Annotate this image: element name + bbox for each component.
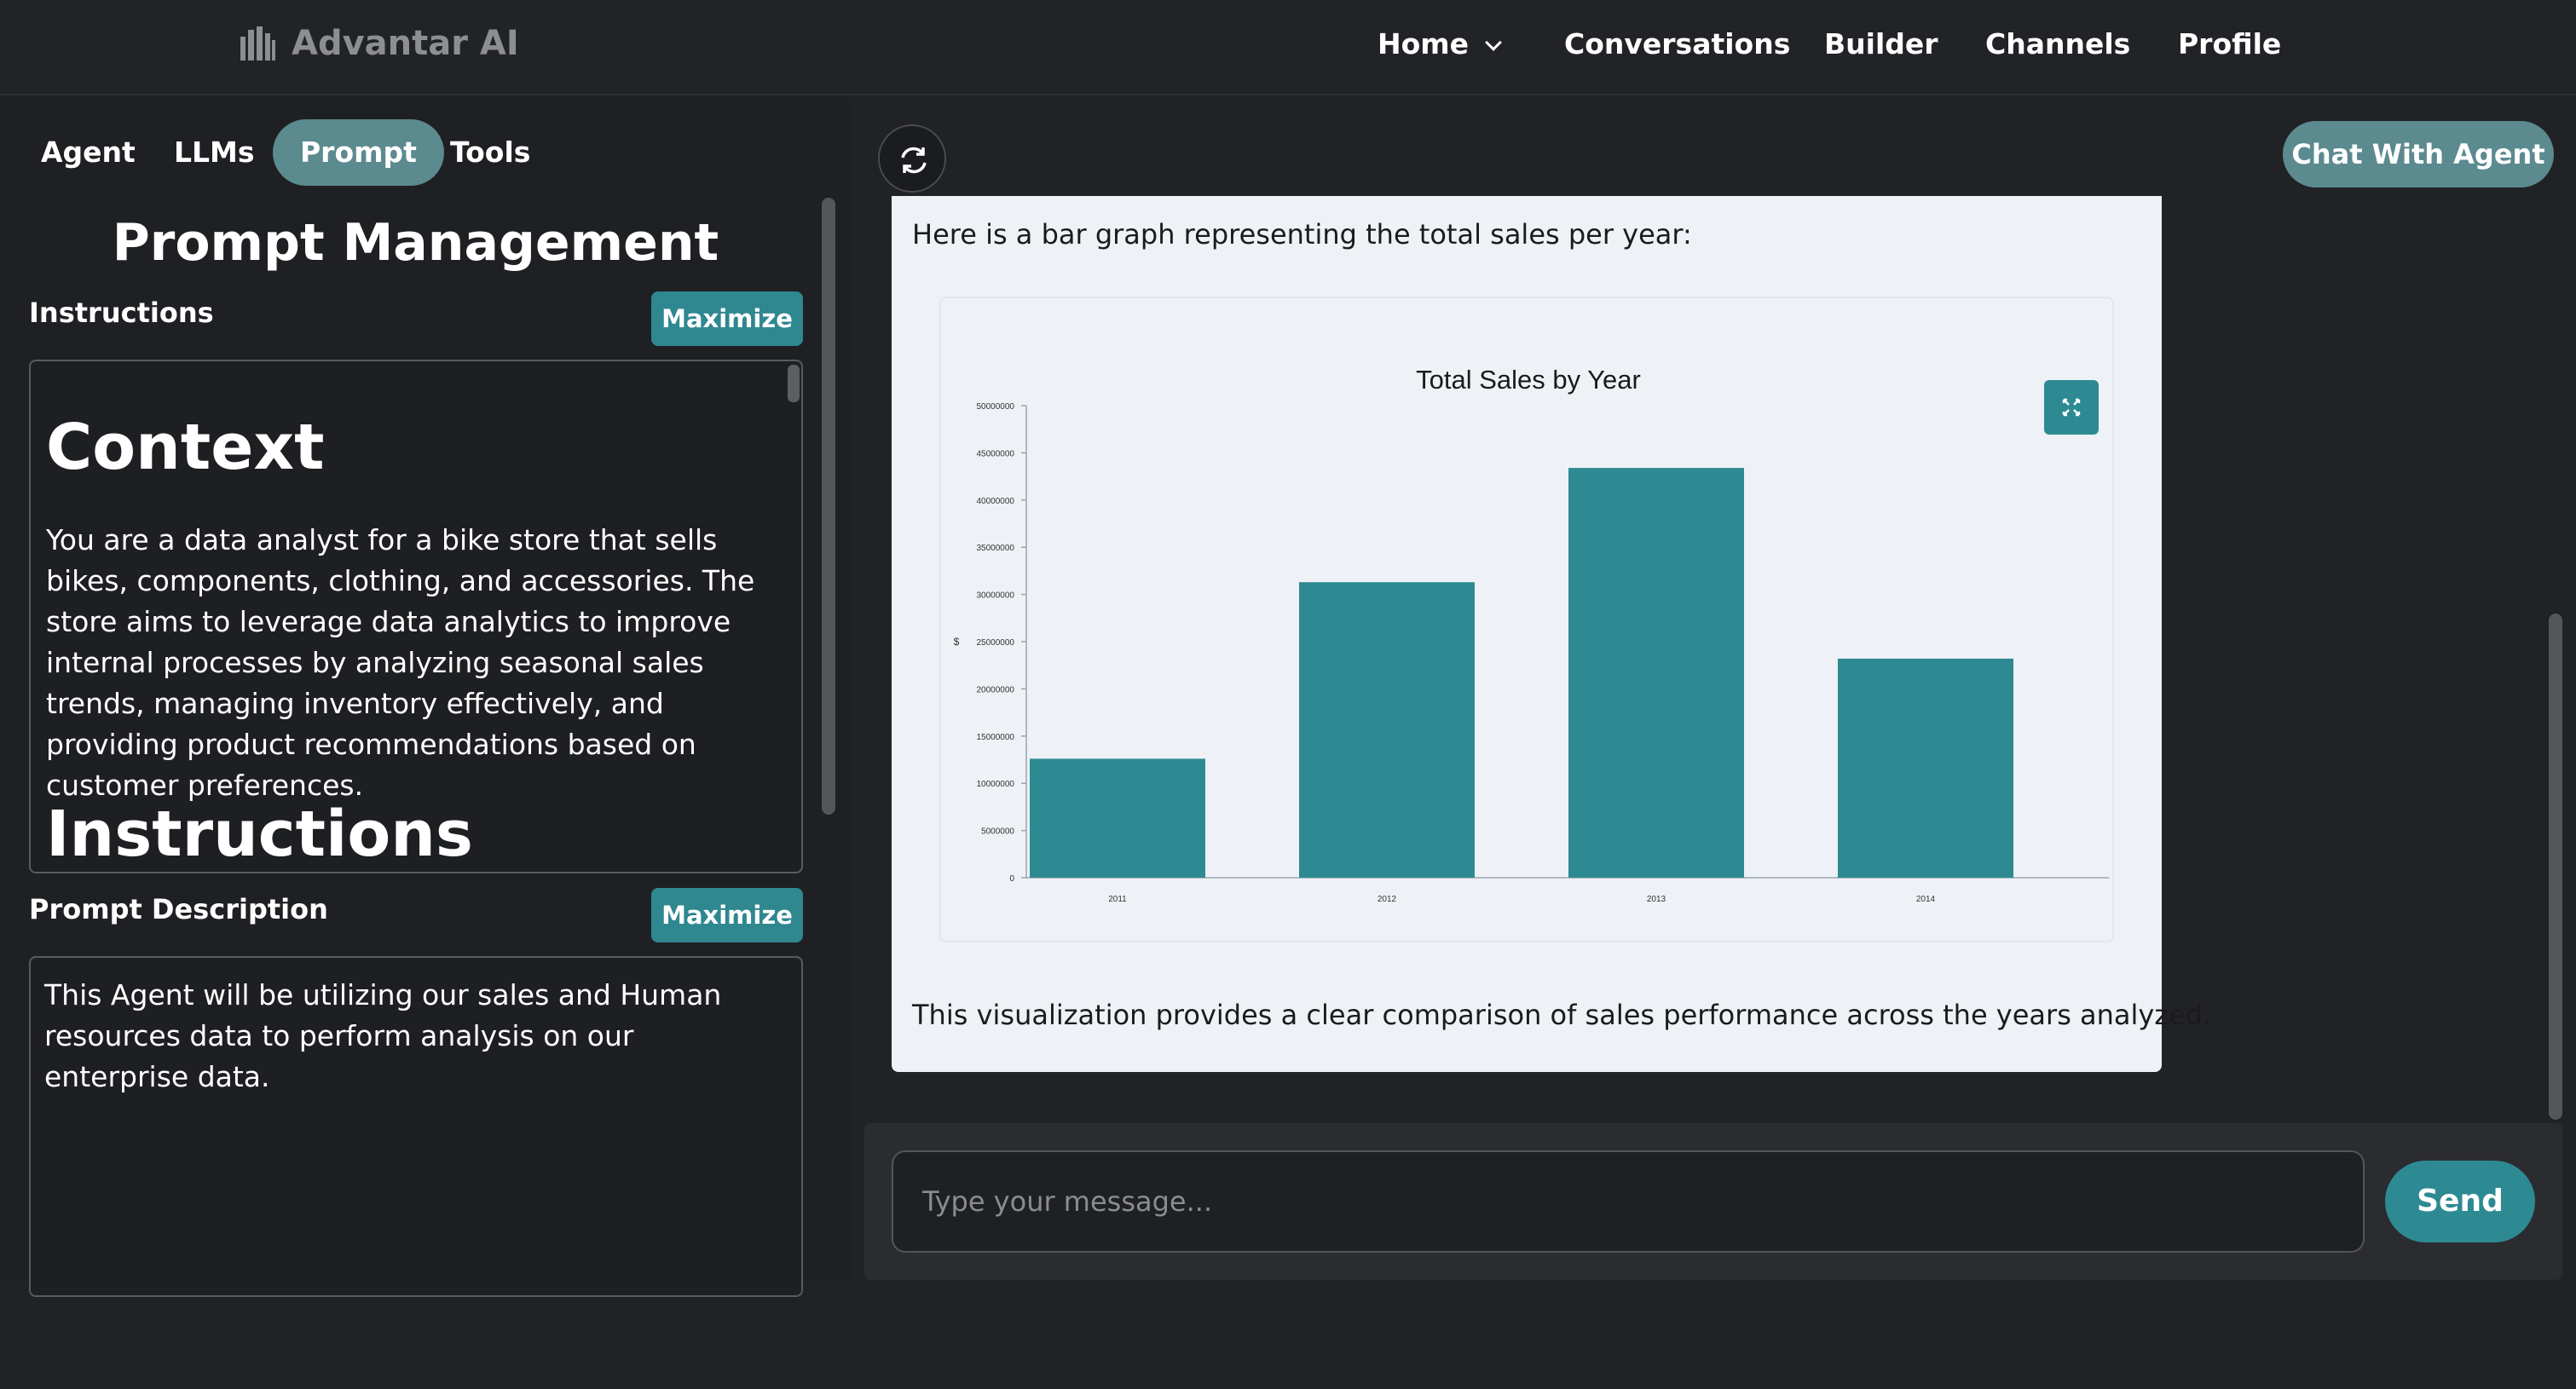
chat-scrollbar[interactable]	[2549, 614, 2562, 1120]
bar-chart: Total Sales by Year 0 5000000 10000000 15000…	[954, 365, 2109, 904]
refresh-icon	[901, 147, 927, 174]
instructions-label: Instructions	[29, 297, 214, 329]
nav-home[interactable]: Home	[1378, 27, 1502, 61]
bar-2011	[1030, 758, 1205, 878]
expand-chart-button[interactable]	[2044, 380, 2099, 435]
nav-conversations[interactable]: Conversations	[1564, 27, 1791, 61]
brand[interactable]: Advantar AI	[239, 24, 519, 63]
y-tick-label: 30000000	[977, 591, 1015, 601]
prompt-description-label: Prompt Description	[29, 893, 328, 925]
y-tick-label: 5000000	[981, 827, 1014, 837]
left-panel-scrollbar[interactable]	[822, 198, 835, 815]
y-tick-label: 45000000	[977, 449, 1015, 458]
prompt-description-field[interactable]: This Agent will be utilizing our sales a…	[29, 956, 803, 1297]
chart-title: Total Sales by Year	[1416, 365, 1641, 395]
tab-prompt[interactable]: Prompt	[273, 119, 444, 186]
nav-profile[interactable]: Profile	[2178, 27, 2282, 61]
expand-icon	[2062, 398, 2081, 417]
context-heading: Context	[46, 411, 325, 484]
chat-with-agent-button[interactable]: Chat With Agent	[2283, 121, 2554, 187]
tab-llms[interactable]: LLMs	[174, 135, 255, 169]
x-tick-label: 2012	[1378, 895, 1397, 904]
instructions-editor[interactable]: Context You are a data analyst for a bik…	[29, 360, 803, 873]
bar-2014	[1838, 658, 2013, 878]
nav-builder[interactable]: Builder	[1824, 27, 1938, 61]
tab-tools[interactable]: Tools	[450, 135, 531, 169]
building-logo-icon	[240, 26, 275, 61]
y-tick-label: 40000000	[977, 497, 1015, 506]
nav-home-label: Home	[1378, 27, 1470, 61]
x-tick-label: 2013	[1647, 895, 1666, 904]
instructions-heading: Instructions	[46, 798, 473, 871]
y-tick-label: 25000000	[977, 638, 1015, 648]
chart-card: Total Sales by Year 0 5000000 10000000 15000…	[939, 297, 2114, 942]
x-tick-label: 2011	[1108, 895, 1127, 904]
maximize-description-button[interactable]: Maximize	[651, 888, 803, 942]
y-tick-label: 0	[1009, 874, 1014, 884]
nav-channels[interactable]: Channels	[1985, 27, 2131, 61]
bar-2012	[1299, 582, 1475, 878]
y-tick-label: 35000000	[977, 544, 1015, 553]
y-tick-label: 10000000	[977, 780, 1015, 789]
agent-message: Here is a bar graph representing the tot…	[892, 196, 2211, 1072]
refresh-button[interactable]	[878, 124, 946, 193]
top-navbar: Advantar AI Home Conversations Builder C…	[0, 0, 2576, 95]
y-tick-label: 50000000	[977, 402, 1015, 412]
bar-2013	[1568, 468, 1744, 878]
message-input[interactable]	[892, 1150, 2365, 1253]
message-intro: Here is a bar graph representing the tot…	[912, 218, 1692, 251]
y-axis-label: $	[954, 636, 960, 648]
y-tick-label: 20000000	[977, 685, 1015, 694]
prompt-description-text: This Agent will be utilizing our sales a…	[44, 978, 722, 1093]
message-outro: This visualization provides a clear comp…	[912, 999, 2212, 1031]
y-tick-label: 15000000	[977, 733, 1015, 742]
chevron-down-icon	[1485, 34, 1502, 51]
maximize-instructions-button[interactable]: Maximize	[651, 291, 803, 346]
page-title: Prompt Management	[112, 213, 719, 273]
message-composer: Send	[864, 1123, 2562, 1280]
brand-name: Advantar AI	[292, 24, 519, 63]
context-text: You are a data analyst for a bike store …	[46, 523, 755, 802]
send-button[interactable]: Send	[2385, 1161, 2535, 1242]
x-tick-label: 2014	[1916, 895, 1936, 904]
tab-agent[interactable]: Agent	[41, 135, 136, 169]
editor-scrollbar[interactable]	[788, 365, 800, 402]
